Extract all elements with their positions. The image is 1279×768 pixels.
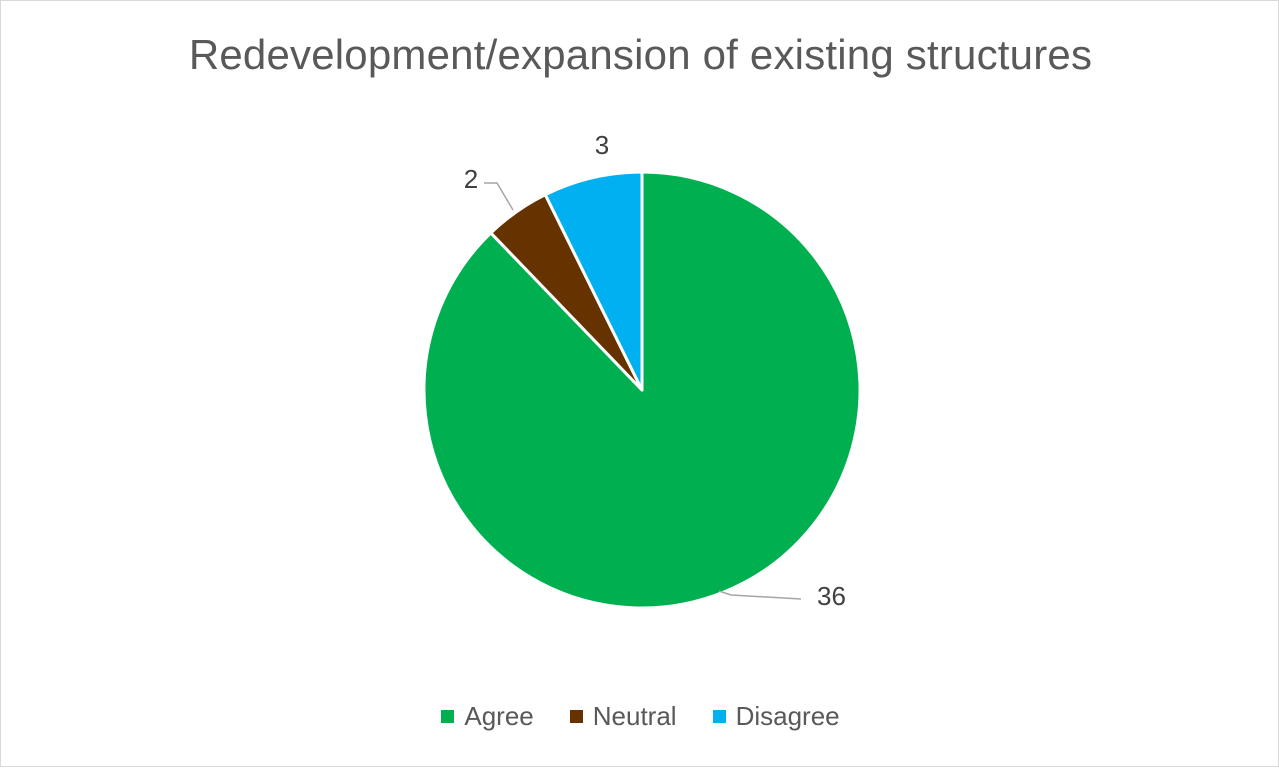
leader-line-agree	[718, 590, 802, 600]
legend-label-neutral: Neutral	[592, 701, 677, 731]
legend-item-disagree: Disagree	[712, 701, 840, 732]
legend-label-agree: Agree	[464, 701, 534, 731]
legend-item-neutral: Neutral	[569, 701, 677, 732]
legend-swatch-disagree	[712, 710, 726, 723]
legend-label-disagree: Disagree	[735, 701, 840, 731]
legend: Agree Neutral Disagree	[1, 701, 1279, 732]
data-label-disagree: 3	[595, 130, 609, 160]
data-label-agree: 36	[817, 581, 846, 611]
leader-line-neutral	[484, 182, 514, 211]
chart-title: Redevelopment/expansion of existing stru…	[188, 31, 1093, 78]
pie-slice-disagree	[543, 170, 644, 392]
legend-item-agree: Agree	[441, 701, 534, 732]
data-label-neutral: 2	[464, 164, 478, 194]
legend-swatch-neutral	[569, 710, 583, 723]
legend-swatch-agree	[441, 710, 455, 723]
